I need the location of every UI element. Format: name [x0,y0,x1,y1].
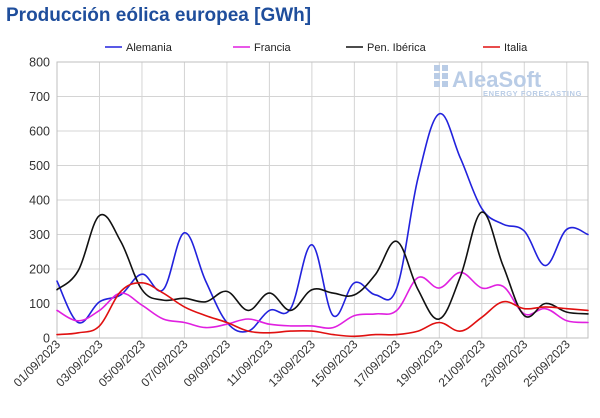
series-line-francia [56,271,589,329]
logo-square-icon [442,65,448,71]
aleasoft-logo: AleaSoft ENERGY FORECASTING [434,65,582,98]
x-tick-label: 25/09/2023 [521,337,574,390]
series-line-pen-ib-rica [56,211,589,320]
legend: Alemania Francia Pen. Ibérica Italia [105,42,528,54]
logo-square-icon [434,81,440,87]
gridlines [56,61,588,339]
y-tick-label: 300 [29,228,50,242]
series-line-alemania [56,112,589,333]
y-tick-label: 400 [29,194,50,208]
legend-label: Alemania [126,42,173,54]
chart-title: Producción eólica europea [GWh] [6,5,312,26]
logo-square-icon [442,73,448,79]
y-tick-label: 0 [43,332,50,346]
y-tick-label: 100 [29,297,50,311]
series-lines [56,112,589,338]
logo-square-icon [434,65,440,71]
y-tick-label: 600 [29,125,50,139]
legend-label: Francia [254,42,292,54]
legend-label: Italia [504,42,528,54]
y-tick-label: 200 [29,263,50,277]
legend-label: Pen. Ibérica [367,42,427,54]
y-tick-label: 800 [29,56,50,70]
plot-area-border [56,61,589,339]
logo-name: AleaSoft [452,67,542,92]
series-line-italia [56,281,589,338]
logo-tagline: ENERGY FORECASTING [483,89,582,98]
y-tick-label: 500 [29,159,50,173]
logo-square-icon [442,81,448,87]
y-tick-label: 700 [29,90,50,104]
logo-square-icon [434,73,440,79]
